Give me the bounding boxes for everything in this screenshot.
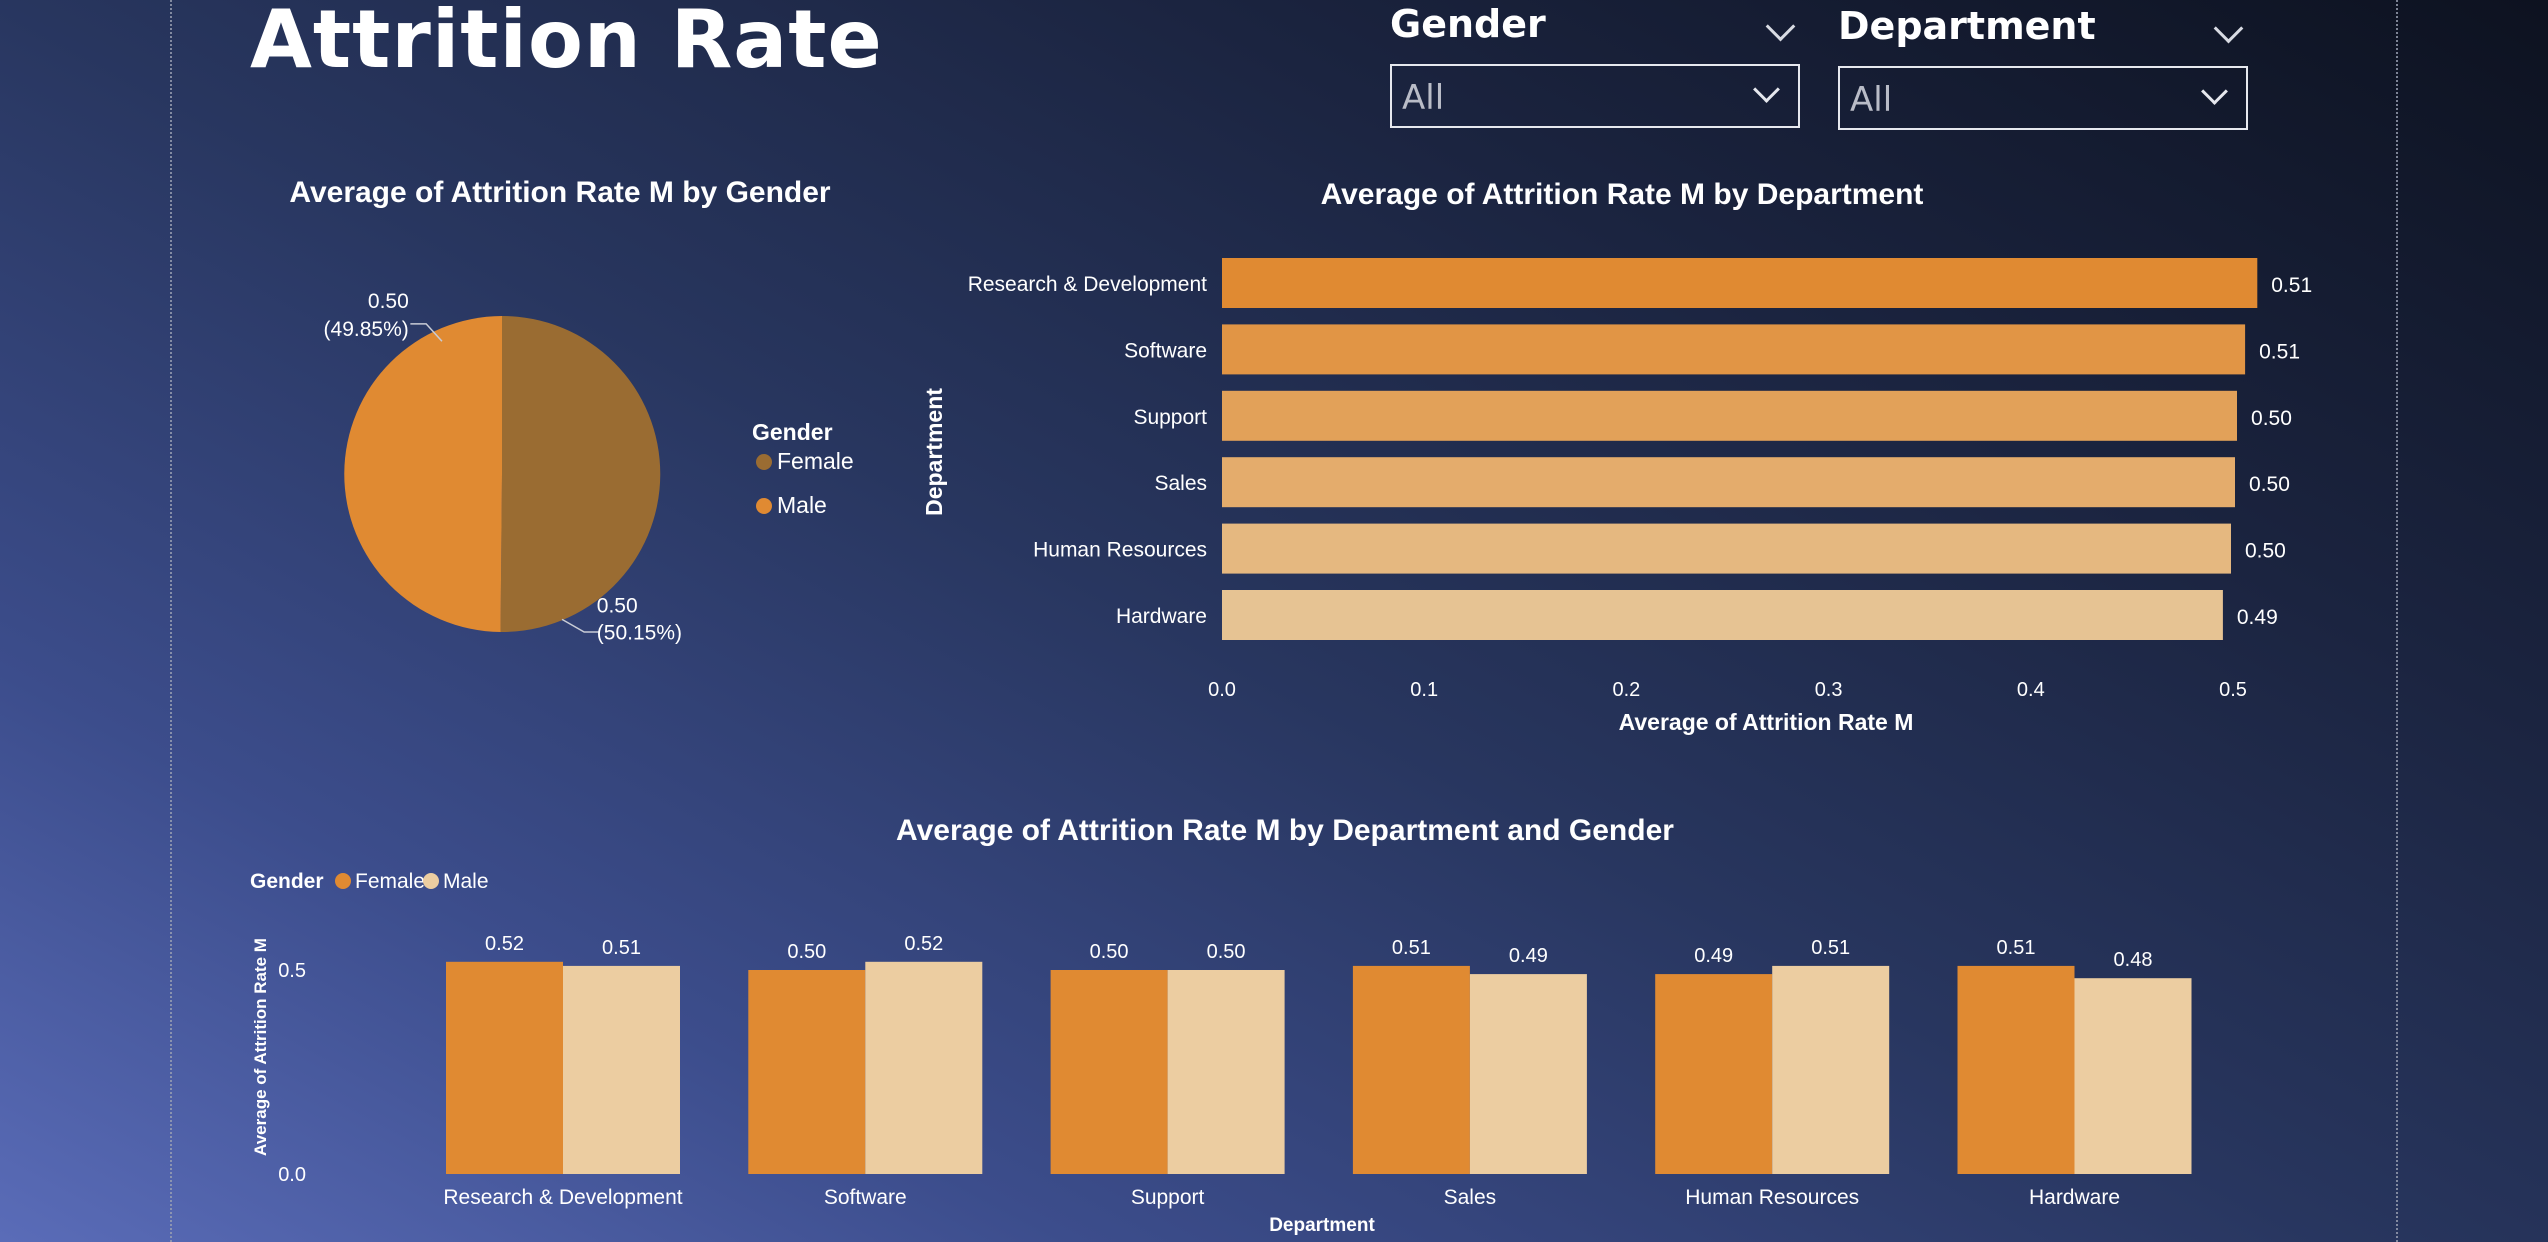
hbar-value-label: 0.50 <box>2251 407 2292 430</box>
hbar-category-label: Human Resources <box>1033 539 1207 562</box>
col-bar-male[interactable] <box>563 965 680 1174</box>
col-bar-male[interactable] <box>1469 974 1587 1174</box>
department-slicer: Department All <box>1838 4 2252 134</box>
pie-data-label: 0.50 <box>368 290 409 313</box>
col-value-label: 0.52 <box>485 933 524 955</box>
col-legend-label-female[interactable]: Female <box>355 870 425 893</box>
col-value-label: 0.50 <box>787 941 826 963</box>
col-bar-female[interactable] <box>1050 970 1168 1174</box>
col-bar-male[interactable] <box>1772 965 1890 1174</box>
pie-data-label-percent: (49.85%) <box>324 318 409 341</box>
col-bar-female[interactable] <box>1957 965 2075 1174</box>
hbar-category-label: Software <box>1124 339 1207 362</box>
col-y-axis-title: Average of Attrition Rate M <box>251 938 270 1156</box>
hbar-value-label: 0.51 <box>2271 274 2312 297</box>
hbar-value-label: 0.50 <box>2245 540 2286 563</box>
hbar-value-label: 0.51 <box>2259 340 2300 363</box>
col-value-label: 0.48 <box>2114 949 2153 971</box>
col-value-label: 0.50 <box>1090 941 1129 963</box>
pie-chart: Average of Attrition Rate M by Gender Ge… <box>289 176 853 644</box>
hbar-category-label: Sales <box>1154 472 1207 495</box>
pie-leader-line <box>410 323 443 342</box>
hbar-value-label: 0.49 <box>2237 606 2278 629</box>
hbar-category-label: Research & Development <box>968 273 1207 296</box>
col-value-label: 0.51 <box>1997 937 2036 959</box>
hbar-bar[interactable] <box>1222 523 2231 574</box>
legend-label-female[interactable]: Female <box>777 448 854 474</box>
page-right-guide <box>2396 0 2398 1242</box>
col-value-label: 0.51 <box>1392 937 1431 959</box>
col-category-label: Hardware <box>2029 1186 2120 1209</box>
col-legend-label-male[interactable]: Male <box>443 870 489 893</box>
col-value-label: 0.51 <box>1811 937 1850 959</box>
col-category-label: Software <box>824 1186 907 1209</box>
col-category-label: Support <box>1131 1186 1205 1209</box>
pie-legend-title: Gender <box>752 419 833 445</box>
col-bar-male[interactable] <box>2074 978 2192 1174</box>
gender-slicer-label: Gender <box>1390 2 1546 46</box>
col-bar-male[interactable] <box>865 961 983 1174</box>
hbar-bar[interactable] <box>1222 324 2246 375</box>
hbar-x-axis-title: Average of Attrition Rate M <box>1619 709 1914 735</box>
department-gender-column-chart: Average of Attrition Rate M by Departmen… <box>250 814 2192 1236</box>
department-slicer-label: Department <box>1838 4 2096 48</box>
gender-slicer: Gender All <box>1390 2 1804 132</box>
hbar-x-tick: 0.1 <box>1410 679 1438 701</box>
legend-label-male[interactable]: Male <box>777 492 827 518</box>
hbar-value-label: 0.50 <box>2249 473 2290 496</box>
hbar-category-label: Support <box>1133 406 1207 429</box>
pie-leader-line <box>561 618 600 633</box>
hbar-bar[interactable] <box>1222 457 2235 508</box>
col-bar-female[interactable] <box>446 961 563 1174</box>
hbar-x-tick: 0.3 <box>1815 679 1843 701</box>
hbar-x-tick: 0.5 <box>2219 679 2247 701</box>
legend-dot-male[interactable] <box>756 498 772 514</box>
hbar-bar[interactable] <box>1222 590 2223 640</box>
page-title: Attrition Rate <box>250 0 883 86</box>
col-bar-female[interactable] <box>1655 974 1773 1174</box>
pie-slice-female[interactable] <box>500 315 661 632</box>
department-bar-chart: Average of Attrition Rate M by Departmen… <box>921 178 2312 735</box>
col-legend-title: Gender <box>250 870 324 893</box>
col-bar-female[interactable] <box>1352 965 1470 1174</box>
pie-slice-male[interactable] <box>344 316 502 632</box>
gender-dropdown-value: All <box>1402 78 1445 118</box>
col-value-label: 0.51 <box>602 937 641 959</box>
col-category-label: Human Resources <box>1685 1186 1859 1209</box>
page-left-guide <box>170 0 172 1242</box>
col-legend-dot-male[interactable] <box>423 873 439 889</box>
col-value-label: 0.49 <box>1509 945 1548 967</box>
col-x-axis-title: Department <box>1269 1215 1375 1236</box>
legend-dot-female[interactable] <box>756 454 772 470</box>
col-legend-dot-female[interactable] <box>335 873 351 889</box>
col-category-label: Research & Development <box>443 1186 682 1209</box>
col-value-label: 0.50 <box>1207 941 1246 963</box>
hbar-bar[interactable] <box>1222 258 2258 308</box>
hbar-y-axis-title: Department <box>921 388 947 516</box>
col-value-label: 0.49 <box>1694 945 1733 967</box>
col-chart-title: Average of Attrition Rate M by Departmen… <box>896 814 1674 847</box>
hbar-x-tick: 0.4 <box>2017 679 2045 701</box>
department-dropdown[interactable]: All <box>1838 66 2248 130</box>
hbar-x-tick: 0.0 <box>1208 679 1236 701</box>
gender-dropdown[interactable]: All <box>1390 64 1800 128</box>
department-dropdown-value: All <box>1850 80 1893 120</box>
col-category-label: Sales <box>1444 1186 1497 1209</box>
pie-data-label: 0.50 <box>597 594 638 617</box>
hbar-x-tick: 0.2 <box>1612 679 1640 701</box>
hbar-chart-title: Average of Attrition Rate M by Departmen… <box>1321 178 1924 211</box>
pie-data-label-percent: (50.15%) <box>597 621 682 644</box>
col-y-tick: 0.5 <box>278 960 306 982</box>
col-y-tick: 0.0 <box>278 1164 306 1186</box>
hbar-category-label: Hardware <box>1116 605 1207 628</box>
col-value-label: 0.52 <box>904 933 943 955</box>
col-bar-male[interactable] <box>1167 970 1285 1174</box>
pie-chart-title: Average of Attrition Rate M by Gender <box>289 176 831 209</box>
col-bar-female[interactable] <box>748 970 866 1174</box>
hbar-bar[interactable] <box>1222 390 2237 441</box>
